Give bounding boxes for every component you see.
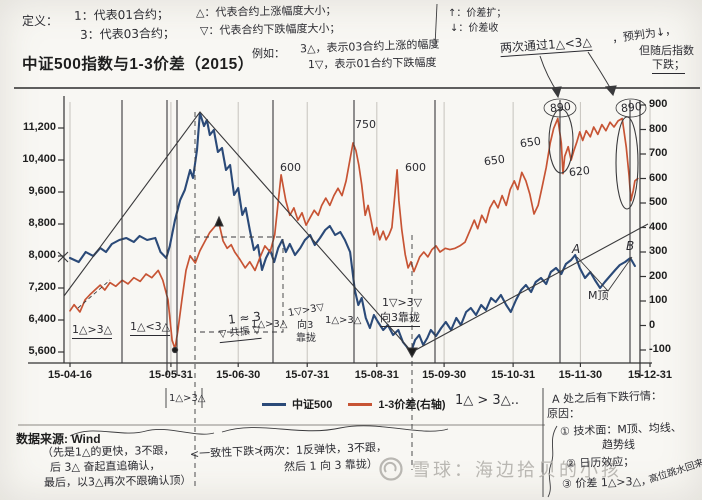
legend-label-csi500: 中证500 xyxy=(292,399,333,411)
brace-left xyxy=(69,428,215,437)
legend-swatch-csi500 xyxy=(262,402,286,406)
chart-legend: 中证500 1-3价差(右轴) xyxy=(262,396,446,412)
dashed-region-box xyxy=(194,236,284,333)
circled-drop-1 xyxy=(548,108,574,174)
legend-item-csi500: 中证500 xyxy=(262,396,332,412)
gridlines xyxy=(69,102,651,363)
axes xyxy=(14,87,700,426)
spread-bottom-marker xyxy=(171,346,179,354)
series-line-1 xyxy=(68,111,636,354)
index-bottom-marker xyxy=(406,347,418,359)
spread-widen-note: ↑：价差扩； xyxy=(448,8,507,19)
xueqiu-snowball-logo-icon xyxy=(379,457,403,481)
top-right-note-part3: 但随后指数 xyxy=(639,44,694,57)
note-right-reason: 原因： xyxy=(547,407,580,420)
note-left-line3: 最后，以3△再次不跟确认顶） xyxy=(43,473,192,490)
hand-drawn-annotations xyxy=(57,3,649,498)
data-series xyxy=(68,111,639,354)
data-source: 数据来源: Wind xyxy=(16,432,101,446)
trend-triangle-lines xyxy=(63,111,649,353)
note-reason-2: ② 日历效应； xyxy=(565,454,635,471)
note-left-line1: （先是1△的更快，3不跟， xyxy=(41,443,175,460)
watermark-text: 雪球：海边拾贝的小孩 xyxy=(412,460,622,480)
note-left-line2: 后 3△ 奋起直追确认， xyxy=(49,459,161,474)
legend-label-spread: 1-3价差(右轴) xyxy=(378,399,446,411)
brace-mid xyxy=(221,425,449,433)
example-label: 例如： xyxy=(252,47,285,60)
note-legend-row: 1△ > 3△.. xyxy=(455,393,519,408)
series-line-2 xyxy=(69,117,639,350)
m-top-lines xyxy=(576,256,633,292)
note-reason-1b: 趋势线 xyxy=(602,438,635,451)
spread-narrow-note: ↓：价差收 xyxy=(450,23,499,34)
spread-peak-marker xyxy=(214,215,224,227)
brace-reasons xyxy=(547,425,558,498)
page-title: 中证500指数与1-3价差（2015） xyxy=(22,56,254,73)
top-right-note-part4: 下跌； xyxy=(652,58,685,74)
note-arrow-2 xyxy=(587,51,613,92)
legend-item-spread: 1-3价差(右轴) xyxy=(348,396,446,412)
definition-label: 定义： xyxy=(22,14,59,28)
legend-swatch-spread xyxy=(348,402,373,406)
watermark: 雪球：海边拾贝的小孩 xyxy=(378,456,622,482)
